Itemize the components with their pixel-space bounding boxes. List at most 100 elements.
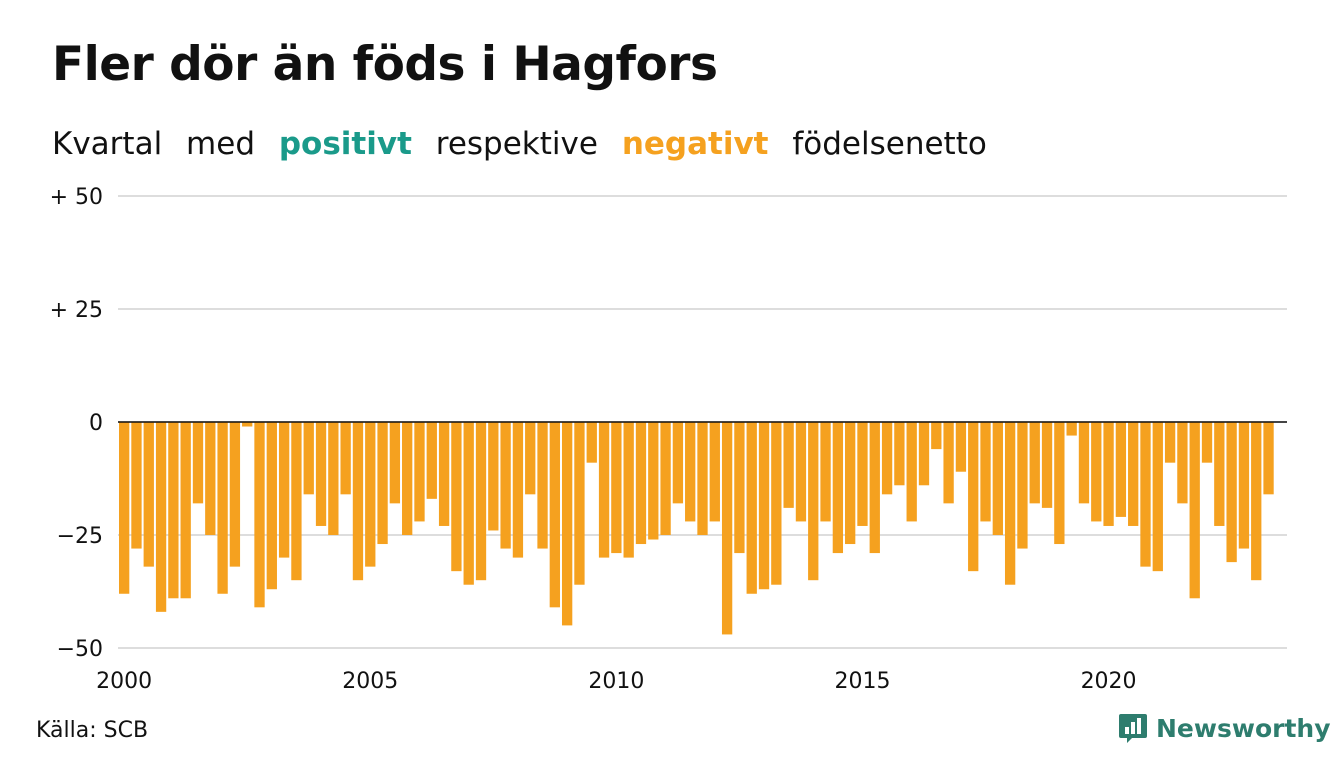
chart-subtitle: Kvartal med positivt respektive negativt… bbox=[52, 126, 1001, 163]
bar-2005-q1 bbox=[365, 422, 376, 567]
bar-2014-q3 bbox=[832, 422, 844, 554]
bar-chart-speech-bubble-icon bbox=[1119, 714, 1147, 743]
bar-2006-q2 bbox=[426, 422, 437, 499]
x-tick-label: 2010 bbox=[588, 669, 644, 694]
bar-2010-q3 bbox=[635, 422, 647, 545]
bar-2000-q3 bbox=[143, 422, 154, 567]
bar-2015-q4 bbox=[894, 422, 905, 486]
bar-2022-q4 bbox=[1238, 422, 1250, 549]
bar-2004-q2 bbox=[328, 422, 339, 535]
bar-2021-q4 bbox=[1189, 422, 1200, 599]
brand-name: Newsworthy bbox=[1156, 713, 1331, 743]
y-tick-label: + 50 bbox=[50, 185, 103, 210]
bars bbox=[119, 422, 1274, 635]
bar-2000-q4 bbox=[155, 422, 167, 612]
bar-2023-q2 bbox=[1263, 422, 1274, 495]
bar-2011-q4 bbox=[697, 422, 708, 535]
bar-2020-q1 bbox=[1103, 422, 1114, 526]
bar-2004-q4 bbox=[352, 422, 364, 581]
subtitle-positive-label: positivt bbox=[278, 126, 412, 162]
bar-2022-q3 bbox=[1226, 422, 1237, 563]
bar-2001-q4 bbox=[205, 422, 216, 535]
bar-2018-q4 bbox=[1041, 422, 1053, 508]
bar-2010-q1 bbox=[611, 422, 622, 554]
bar-2001-q3 bbox=[192, 422, 204, 504]
x-tick-label: 2000 bbox=[96, 669, 152, 694]
bar-2000-q1 bbox=[119, 422, 130, 594]
bar-2012-q4 bbox=[746, 422, 757, 594]
bar-2016-q3 bbox=[931, 422, 942, 450]
subtitle-word-med: med bbox=[186, 126, 255, 162]
bar-2016-q4 bbox=[943, 422, 954, 504]
bar-2005-q3 bbox=[389, 422, 401, 504]
bar-2003-q4 bbox=[303, 422, 314, 495]
y-tick-label: + 25 bbox=[50, 298, 103, 323]
bar-2003-q3 bbox=[291, 422, 302, 581]
bar-2017-q3 bbox=[980, 422, 991, 522]
bar-2011-q2 bbox=[672, 422, 684, 504]
bar-2011-q3 bbox=[685, 422, 696, 522]
subtitle-word-respektive: respektive bbox=[435, 126, 598, 162]
bar-2019-q1 bbox=[1054, 422, 1065, 545]
bar-2004-q3 bbox=[340, 422, 351, 495]
x-tick-label: 2005 bbox=[342, 669, 398, 694]
y-tick-label: −25 bbox=[57, 524, 103, 549]
bar-2009-q1 bbox=[561, 422, 573, 626]
bar-2004-q1 bbox=[315, 422, 327, 526]
bar-2016-q1 bbox=[906, 422, 917, 522]
bar-2012-q2 bbox=[721, 422, 733, 635]
bar-2000-q2 bbox=[131, 422, 142, 549]
bar-2011-q1 bbox=[660, 422, 671, 535]
brand-logo: Newsworthy bbox=[1118, 712, 1331, 744]
bar-2006-q4 bbox=[451, 422, 462, 572]
bar-2009-q2 bbox=[574, 422, 585, 585]
bar-2015-q1 bbox=[857, 422, 868, 526]
bar-2017-q1 bbox=[955, 422, 967, 472]
subtitle-word-fodelsenetto: födelsenetto bbox=[792, 126, 987, 162]
x-tick-label: 2015 bbox=[834, 669, 890, 694]
bar-2009-q4 bbox=[598, 422, 610, 558]
bar-2013-q3 bbox=[783, 422, 794, 508]
axes: + 50 + 25 0 −25 −50 2000 2005 2010 2015 2020 bbox=[50, 185, 1287, 694]
bar-2010-q4 bbox=[648, 422, 659, 540]
bar-2018-q2 bbox=[1017, 422, 1028, 549]
bar-2012-q1 bbox=[709, 422, 720, 522]
bar-2009-q3 bbox=[586, 422, 597, 463]
bar-2002-q3 bbox=[242, 422, 253, 427]
bar-2013-q2 bbox=[771, 422, 782, 585]
bar-2014-q4 bbox=[845, 422, 856, 545]
bar-2021-q1 bbox=[1152, 422, 1163, 572]
bar-2008-q3 bbox=[537, 422, 548, 549]
bar-2020-q2 bbox=[1115, 422, 1127, 517]
bar-2008-q4 bbox=[549, 422, 560, 608]
bar-2007-q1 bbox=[463, 422, 474, 585]
bar-2015-q3 bbox=[881, 422, 893, 495]
bar-2021-q3 bbox=[1177, 422, 1188, 504]
y-tick-label: 0 bbox=[89, 411, 103, 436]
bar-2014-q1 bbox=[808, 422, 819, 581]
bar-2018-q1 bbox=[1004, 422, 1016, 585]
subtitle-negative-label: negativt bbox=[621, 126, 769, 162]
bar-2022-q2 bbox=[1214, 422, 1225, 526]
source-note: Källa: SCB bbox=[36, 718, 149, 743]
subtitle-word-kvartal: Kvartal bbox=[52, 126, 163, 162]
bar-2019-q2 bbox=[1066, 422, 1077, 436]
bar-2019-q3 bbox=[1078, 422, 1090, 504]
bar-2023-q1 bbox=[1251, 422, 1262, 581]
bar-2010-q2 bbox=[623, 422, 634, 558]
chart-title: Fler dör än föds i Hagfors bbox=[52, 37, 718, 92]
bar-2020-q3 bbox=[1128, 422, 1139, 526]
bar-2017-q2 bbox=[968, 422, 979, 572]
bar-2002-q2 bbox=[229, 422, 241, 567]
bar-2022-q1 bbox=[1201, 422, 1213, 463]
bar-2008-q1 bbox=[512, 422, 524, 558]
bar-2001-q1 bbox=[168, 422, 179, 599]
bar-2005-q4 bbox=[402, 422, 413, 535]
bar-2015-q2 bbox=[869, 422, 880, 554]
bar-2017-q4 bbox=[992, 422, 1003, 535]
bar-2016-q2 bbox=[918, 422, 930, 486]
bar-2014-q2 bbox=[820, 422, 831, 522]
x-tick-label: 2020 bbox=[1081, 669, 1137, 694]
bar-2018-q3 bbox=[1029, 422, 1040, 504]
bar-2003-q2 bbox=[278, 422, 290, 558]
